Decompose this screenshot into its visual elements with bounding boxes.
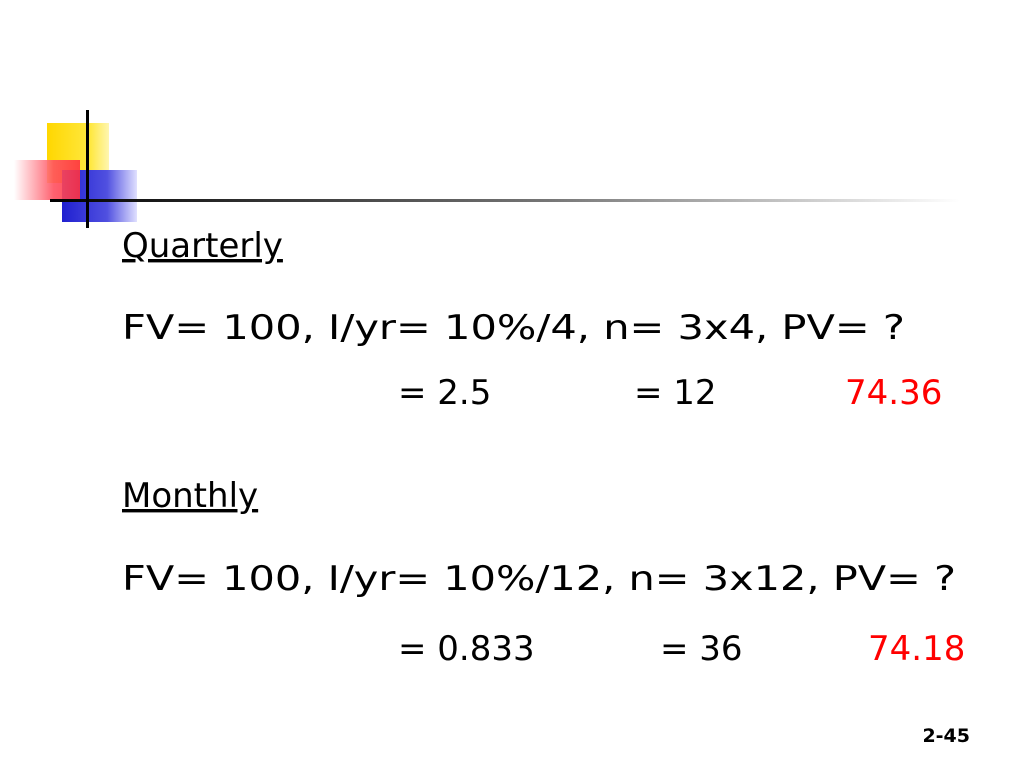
periods: = 36 (660, 629, 743, 669)
rate: = 0.833 (398, 629, 535, 669)
periods: = 12 (634, 373, 717, 413)
decoration (14, 110, 960, 228)
rate: = 2.5 (398, 373, 491, 413)
answer: 74.18 (868, 629, 965, 669)
heading: Quarterly (122, 226, 283, 266)
horizontal-rule (50, 199, 960, 202)
page-number: 2-45 (922, 725, 970, 747)
inputs: FV= 100, I/yr= 10%/12, n= 3x12, PV= ? (122, 559, 956, 599)
inputs: FV= 100, I/yr= 10%/4, n= 3x4, PV= ? (122, 308, 905, 348)
vertical-rule (86, 110, 89, 228)
answer: 74.36 (845, 373, 942, 413)
heading: Monthly (122, 476, 258, 516)
red-square (14, 160, 80, 200)
